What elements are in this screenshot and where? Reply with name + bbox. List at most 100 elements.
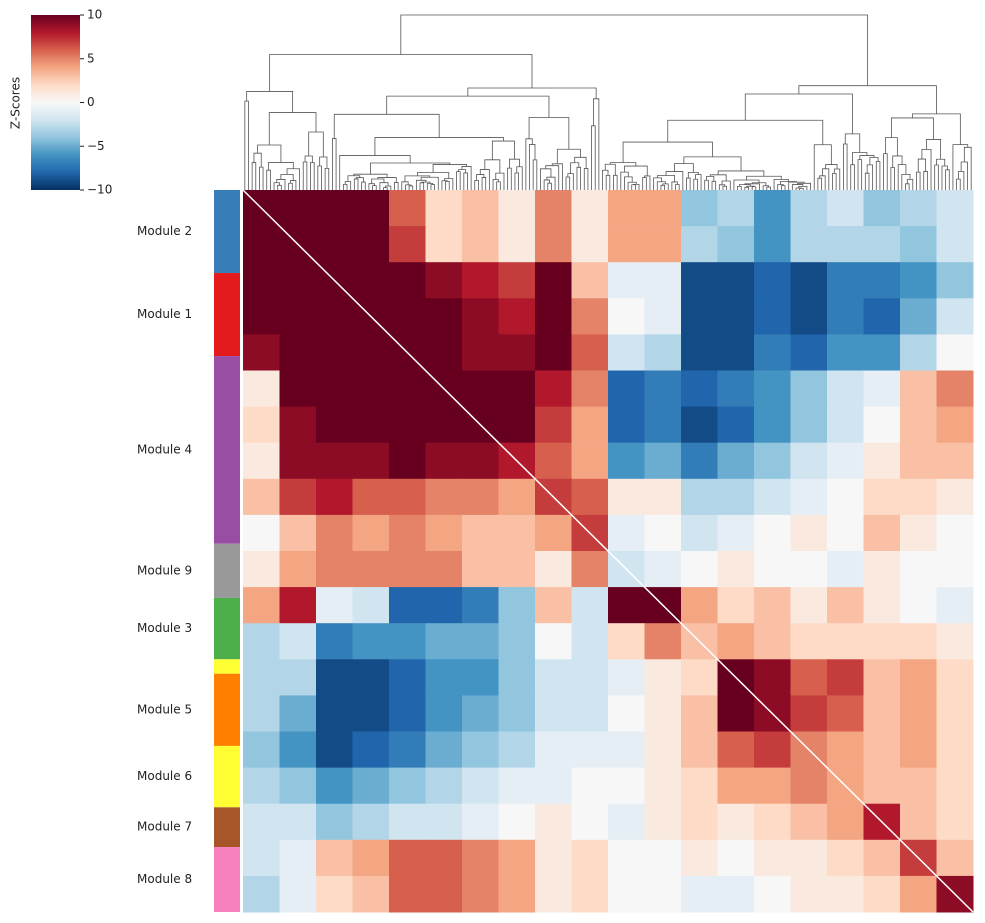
heatmap-cell: [352, 659, 390, 696]
heatmap-cell: [462, 623, 499, 660]
dendrogram-link: [791, 184, 804, 190]
heatmap-cell: [462, 514, 499, 552]
heatmap-cell: [936, 262, 974, 299]
heatmap-cell: [535, 587, 572, 624]
heatmap-cell: [790, 695, 828, 732]
heatmap-cell: [900, 659, 937, 696]
dendrogram-link: [822, 168, 830, 190]
heatmap-cell: [535, 659, 572, 696]
heatmap-cell: [936, 803, 974, 841]
heatmap-cell: [608, 478, 645, 516]
heatmap-cell: [717, 767, 755, 805]
heatmap-cell: [936, 334, 974, 371]
dendrogram-link: [374, 137, 504, 156]
heatmap-cell: [644, 551, 682, 588]
heatmap-cell: [900, 767, 937, 805]
dendrogram-link: [253, 152, 262, 168]
heatmap-cell: [352, 551, 390, 588]
heatmap-cell: [790, 839, 828, 877]
heatmap-cell: [827, 298, 864, 335]
heatmap-cell: [462, 839, 499, 877]
dendrogram-link: [660, 184, 665, 190]
heatmap-cell: [571, 334, 609, 371]
dendrogram-link: [952, 144, 969, 190]
dendrogram-link: [657, 175, 676, 182]
heatmap-cell: [863, 875, 901, 913]
heatmap-cell: [790, 370, 828, 408]
dendrogram-link: [695, 174, 702, 190]
dendrogram-link: [869, 157, 879, 165]
heatmap-cell: [352, 587, 390, 624]
heatmap-cell: [863, 370, 901, 408]
dendrogram-link: [540, 168, 552, 190]
heatmap-cell: [425, 334, 463, 371]
heatmap-cell: [498, 478, 536, 516]
dendrogram-link: [960, 161, 968, 190]
heatmap-cell: [717, 334, 755, 371]
dendrogram-link: [266, 169, 271, 190]
heatmap-cell: [754, 226, 791, 263]
heatmap-cell: [717, 442, 755, 480]
heatmap-cell: [316, 190, 353, 227]
colorbar-tick-label: 10: [87, 8, 102, 22]
heatmap-cell: [425, 262, 463, 299]
dendrogram-link: [674, 163, 694, 173]
heatmap-cell: [936, 587, 974, 624]
heatmap-cell: [827, 839, 864, 877]
heatmap-cell: [717, 551, 755, 588]
dendrogram-link: [583, 168, 589, 190]
heatmap-cell: [644, 478, 682, 516]
colorbar-tick-label: −10: [87, 183, 112, 197]
heatmap-cell: [316, 875, 353, 913]
dendrogram-link: [864, 172, 870, 190]
dendrogram-link: [244, 100, 249, 190]
dendrogram-link: [545, 165, 560, 190]
heatmap-cell: [717, 803, 755, 841]
dendrogram-link: [304, 155, 313, 163]
heatmap-cell: [462, 875, 499, 913]
heatmap-cell: [936, 695, 974, 732]
heatmap-cell: [936, 370, 974, 408]
heatmap-cell: [389, 370, 426, 408]
heatmap-cell: [243, 695, 280, 732]
heatmap-cell: [681, 334, 718, 371]
dendrogram-link: [665, 171, 684, 190]
heatmap-cell: [790, 406, 828, 444]
dendrogram-link: [921, 149, 932, 190]
heatmap-cell: [827, 731, 864, 769]
dendrogram-link: [709, 174, 727, 182]
heatmap-cell: [900, 803, 937, 841]
heatmap-cell: [936, 767, 974, 805]
dendrogram-link: [605, 174, 611, 190]
heatmap-cell: [389, 406, 426, 444]
heatmap-cell: [389, 478, 426, 516]
heatmap-cell: [352, 514, 390, 552]
heatmap-cell: [936, 442, 974, 480]
heatmap-cell: [608, 839, 645, 877]
heatmap-cell: [644, 334, 682, 371]
heatmap-cell: [900, 334, 937, 371]
heatmap-cell: [608, 226, 645, 263]
heatmap-cell: [316, 623, 353, 660]
heatmap-cell: [316, 514, 353, 552]
heatmap-cell: [681, 839, 718, 877]
heatmap-cell: [535, 767, 572, 805]
dendrogram-link: [496, 181, 501, 190]
dendrogram-link: [444, 178, 454, 190]
heatmap-cell: [644, 226, 682, 263]
heatmap-cell: [681, 695, 718, 732]
row-group-label: Module 4: [137, 442, 192, 456]
heatmap-cell: [936, 659, 974, 696]
dendrogram-link: [602, 169, 609, 190]
dendrogram-link: [687, 171, 699, 179]
heatmap-cell: [936, 623, 974, 660]
dendrogram-link: [516, 166, 523, 190]
heatmap-cell: [498, 514, 536, 552]
dendrogram-link: [355, 177, 364, 183]
row-group-color: [214, 673, 240, 746]
heatmap-cell: [425, 478, 463, 516]
row-group-label: Module 6: [137, 769, 192, 783]
heatmap-cell: [827, 226, 864, 263]
heatmap-cell: [754, 514, 791, 552]
